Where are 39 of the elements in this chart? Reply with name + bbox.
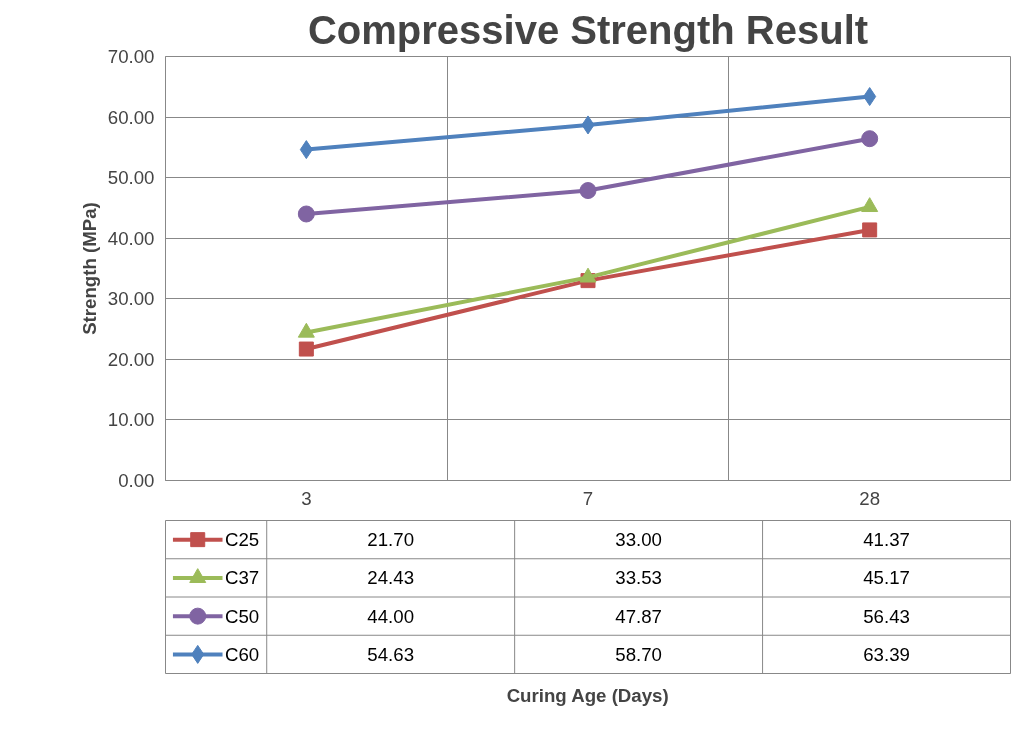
y-tick-label: 10.00	[107, 409, 155, 431]
data-label: 33.53	[615, 567, 662, 589]
point	[862, 222, 878, 238]
data-label: 24.43	[367, 567, 415, 589]
legend-label: C50	[225, 605, 260, 627]
chart-title: Compressive Strength Result	[307, 7, 869, 52]
y-tick-label: 0.00	[118, 470, 155, 491]
y-tick-label: 60.00	[107, 106, 155, 128]
y-tick-label: 30.00	[107, 288, 155, 310]
x-tick-label: 3	[301, 487, 312, 509]
legend-label: C37	[225, 567, 260, 589]
data-label: 21.70	[367, 529, 415, 551]
point	[297, 205, 315, 223]
data-label: 44.00	[367, 605, 415, 627]
point	[581, 115, 595, 135]
legend-label: C60	[225, 643, 260, 665]
point	[579, 182, 597, 200]
text: Curing Age (Days)	[506, 684, 669, 706]
y-axis-title: Strength (MPa)	[78, 202, 100, 335]
y-tick-label: 20.00	[107, 348, 155, 370]
x-tick-label: 28	[859, 487, 881, 509]
data-label: 63.39	[863, 643, 910, 665]
point	[298, 341, 314, 357]
x-tick-label: 7	[582, 487, 594, 509]
point	[861, 197, 879, 213]
y-tick-label: 40.00	[107, 227, 155, 249]
data-label: 33.00	[615, 529, 662, 551]
data-label: 45.17	[863, 567, 910, 589]
data-label: 58.70	[615, 643, 662, 665]
data-label: 41.37	[863, 529, 910, 551]
legend-label: C25	[225, 529, 260, 551]
point	[299, 140, 313, 160]
point	[863, 87, 877, 107]
data-label: 47.87	[615, 605, 662, 627]
y-tick-label: 50.00	[107, 167, 155, 189]
data-label: 56.43	[863, 605, 910, 627]
point	[861, 130, 879, 148]
y-tick-label: 70.00	[107, 46, 155, 67]
data-label: 54.63	[367, 643, 415, 665]
